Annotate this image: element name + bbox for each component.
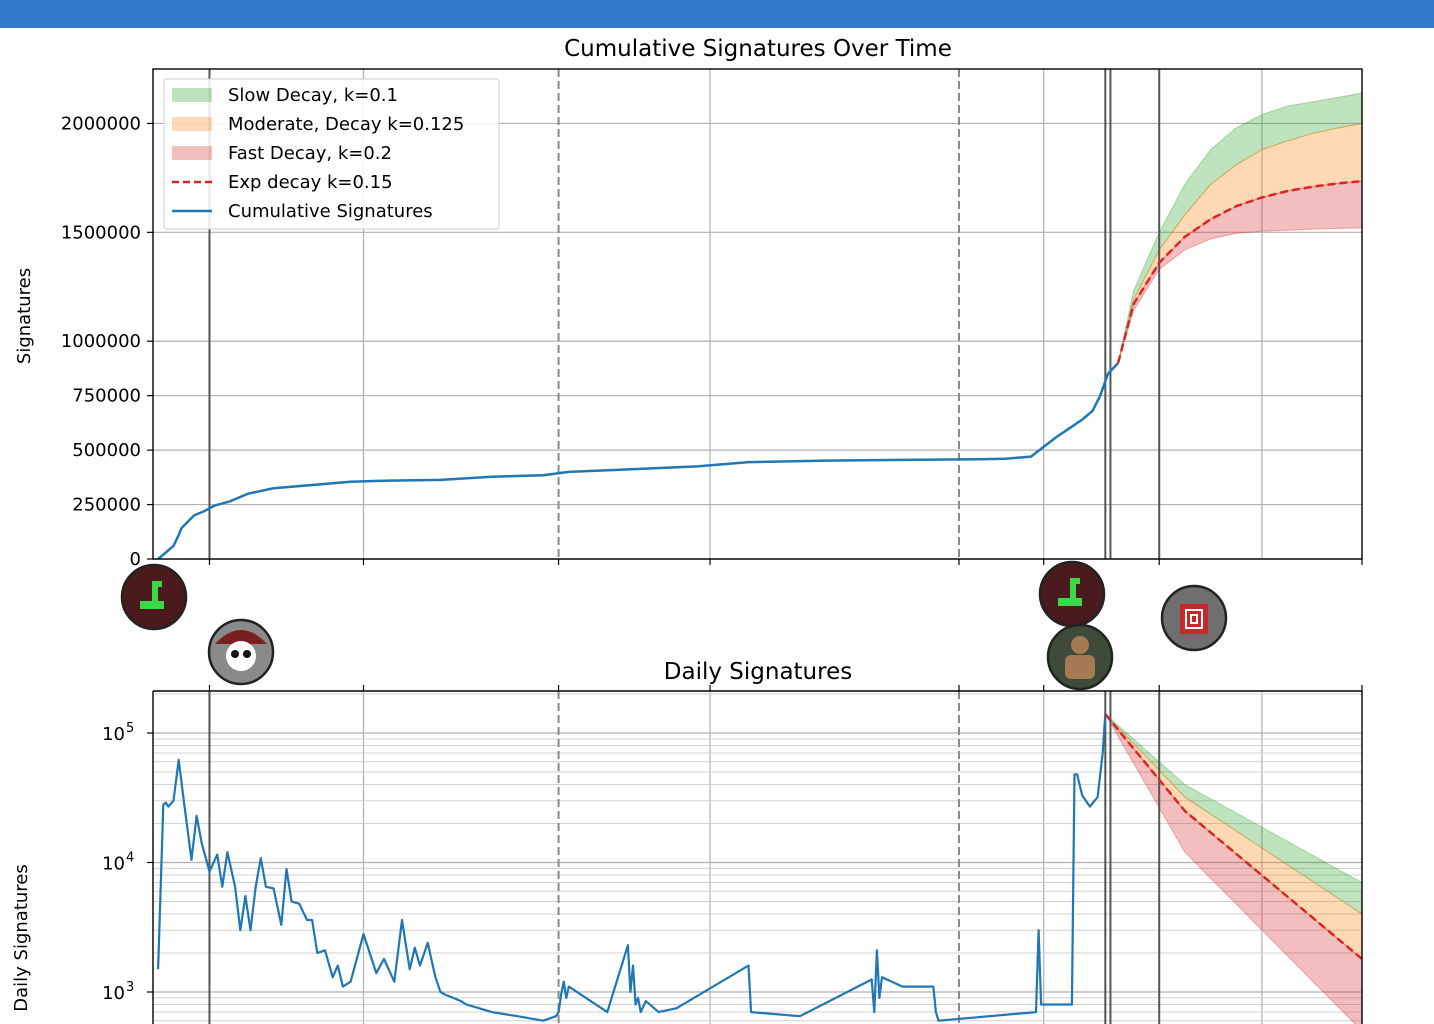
daily-y-tick-label-2: 10 xyxy=(102,724,125,745)
daily-y-tick-exponent-1: 4 xyxy=(126,851,134,866)
daily-chart-title: Daily Signatures xyxy=(664,659,852,685)
cumulative-exp-decay-line xyxy=(1116,179,1363,364)
cumulative-x-ticks xyxy=(208,559,1363,565)
legend-frame xyxy=(163,78,500,230)
green-pixel-figure-icon-neck xyxy=(152,587,158,601)
legend-swatch-fast-decay xyxy=(172,146,212,160)
cumulative-y-tick-label-0: 0 xyxy=(130,549,141,570)
pirate-skull-icon-eye-left xyxy=(231,650,239,658)
green-pixel-figure-icon-head xyxy=(1070,578,1080,584)
daily-x-ticks xyxy=(208,685,1363,691)
pirate-skull-icon-eye-right xyxy=(243,650,251,658)
daily-series xyxy=(157,713,1363,1022)
cumulative-signatures-line xyxy=(157,362,1120,560)
cumulative-chart-title: Cumulative Signatures Over Time xyxy=(564,36,952,62)
daily-y-tick-label-0: 10 xyxy=(102,983,125,1004)
top-header-bar xyxy=(0,0,1434,28)
legend-label-fast-decay: Fast Decay, k=0.2 xyxy=(228,143,392,164)
cumulative-y-tick-label-3: 750000 xyxy=(72,386,141,407)
pirate-skull-icon-hat xyxy=(215,630,267,644)
bearded-man-portrait-icon-torso xyxy=(1065,655,1095,679)
red-spiral-mask-icon xyxy=(1160,584,1228,652)
header-bar-graphic xyxy=(0,0,1434,28)
daily-y-tick-exponent-0: 3 xyxy=(126,980,134,995)
green-pixel-figure-icon-neck xyxy=(1070,584,1076,598)
red-spiral-mask-icon-mask xyxy=(1180,604,1208,634)
event-avatars xyxy=(120,560,1228,691)
pirate-skull-icon-skull xyxy=(226,641,256,671)
cumulative-y-tick-label-5: 1500000 xyxy=(61,222,141,243)
cumulative-y-tick-label-2: 500000 xyxy=(72,440,141,461)
cumulative-plot-frame xyxy=(152,68,1363,560)
cumulative-y-tick-label-4: 1000000 xyxy=(61,331,141,352)
green-pixel-figure-icon-body xyxy=(1058,598,1082,606)
pirate-skull-icon xyxy=(207,618,275,686)
green-pixel-figure-icon xyxy=(120,563,188,631)
red-spiral-mask-icon-spiral xyxy=(1185,609,1203,629)
daily-signatures-line xyxy=(157,714,1107,1022)
daily-grid xyxy=(153,691,1362,1024)
legend-label-exp-decay: Exp decay k=0.15 xyxy=(228,172,393,193)
legend-label-cumulative: Cumulative Signatures xyxy=(228,201,433,222)
legend-label-slow-decay: Slow Decay, k=0.1 xyxy=(228,85,398,106)
legend-label-moderate-decay: Moderate, Decay k=0.125 xyxy=(228,114,464,135)
daily-y-tick-label-1: 10 xyxy=(102,854,125,875)
legend-swatch-slow-decay xyxy=(172,88,212,102)
green-pixel-figure-icon xyxy=(1038,560,1106,628)
daily-y-tick-exponent-2: 5 xyxy=(126,721,134,736)
cumulative-y-axis-label: Signatures xyxy=(14,268,35,364)
legend-swatch-moderate-decay xyxy=(172,117,212,131)
legend: Slow Decay, k=0.1 Moderate, Decay k=0.12… xyxy=(163,78,500,230)
daily-exp-decay-line xyxy=(1104,713,1363,960)
bearded-man-portrait-icon-head xyxy=(1071,636,1089,654)
cumulative-y-ticks: 0 250000 500000 750000 1000000 1500000 2000000 xyxy=(61,113,153,570)
cumulative-chart: Cumulative Signatures Over Time 0 250000 5… xyxy=(14,36,1363,570)
cumulative-series xyxy=(157,179,1363,560)
red-spiral-mask-icon-spiral-inner xyxy=(1190,614,1198,624)
cumulative-event-lines xyxy=(208,69,1161,559)
green-pixel-figure-icon-head xyxy=(152,581,162,587)
cumulative-projection-bands xyxy=(1117,92,1363,364)
green-pixel-figure-icon-body xyxy=(140,601,164,609)
bearded-man-portrait-icon xyxy=(1046,623,1114,691)
daily-y-axis-label: Daily Signatures xyxy=(11,864,32,1011)
cumulative-y-tick-label-1: 250000 xyxy=(72,495,141,516)
daily-event-lines xyxy=(208,691,1161,1024)
cumulative-y-tick-label-6: 2000000 xyxy=(61,113,141,134)
